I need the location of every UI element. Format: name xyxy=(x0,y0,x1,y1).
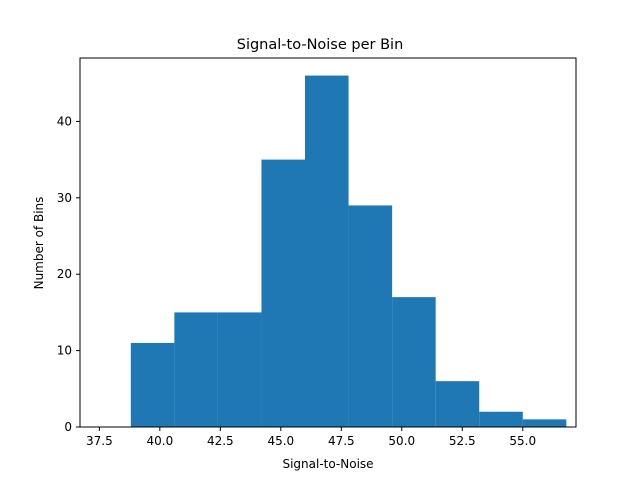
histogram-bar xyxy=(174,312,218,427)
y-tick-label: 20 xyxy=(57,267,72,281)
x-tick-label: 47.5 xyxy=(328,434,355,448)
histogram-bar xyxy=(261,159,306,427)
x-tick-label: 40.0 xyxy=(146,434,173,448)
y-tick-label: 30 xyxy=(57,191,72,205)
y-tick-label: 10 xyxy=(57,344,72,358)
x-tick-label: 50.0 xyxy=(388,434,415,448)
histogram-bar xyxy=(479,411,523,427)
y-axis-ticks: 0 10 20 30 40 xyxy=(57,114,80,434)
histogram-bar xyxy=(392,297,436,427)
y-axis-label: Number of Bins xyxy=(32,197,46,290)
bars-group xyxy=(130,75,567,428)
chart-title: Signal-to-Noise per Bin xyxy=(237,37,404,53)
histogram-bar xyxy=(305,75,349,428)
plot-frame xyxy=(79,57,577,428)
x-axis-ticks: 37.5 40.0 42.5 45.0 47.5 50.0 52.5 55.0 xyxy=(86,427,536,448)
x-tick-label: 45.0 xyxy=(267,434,294,448)
y-tick-label: 0 xyxy=(64,420,72,434)
histogram-bar xyxy=(522,419,567,427)
histogram-bar xyxy=(348,205,393,427)
histogram-bar xyxy=(435,381,480,427)
x-tick-label: 55.0 xyxy=(509,434,536,448)
x-axis-label: Signal-to-Noise xyxy=(282,457,373,471)
x-tick-label: 42.5 xyxy=(207,434,234,448)
histogram-bar xyxy=(130,342,175,427)
x-tick-label: 37.5 xyxy=(86,434,113,448)
y-tick-label: 40 xyxy=(57,114,72,128)
histogram-bar xyxy=(217,312,262,427)
x-tick-label: 52.5 xyxy=(449,434,476,448)
